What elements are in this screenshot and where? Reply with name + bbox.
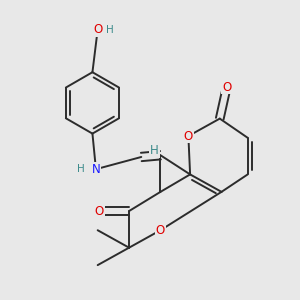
Text: N: N — [92, 163, 100, 176]
Text: O: O — [222, 81, 231, 94]
Text: H: H — [150, 144, 159, 157]
Text: H: H — [106, 25, 114, 35]
Text: H: H — [77, 164, 85, 174]
Text: O: O — [93, 23, 102, 36]
Text: O: O — [184, 130, 193, 142]
Text: O: O — [95, 205, 104, 218]
Text: O: O — [156, 224, 165, 237]
